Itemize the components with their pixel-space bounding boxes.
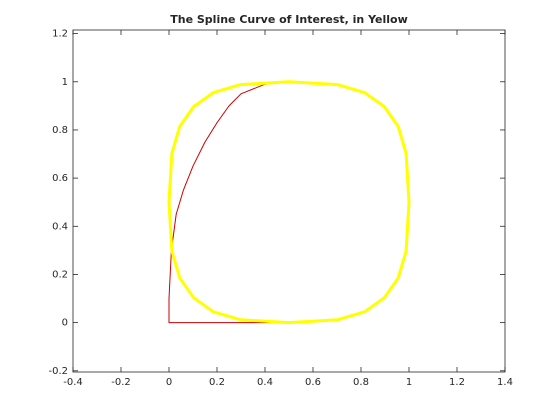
x-tick-label: 1: [406, 377, 412, 388]
x-tick-label: 0.8: [353, 377, 369, 388]
chart-title: The Spline Curve of Interest, in Yellow: [170, 13, 408, 26]
x-tick-label: 0: [166, 377, 172, 388]
x-tick-label: -0.4: [63, 377, 83, 388]
curve: [167, 80, 411, 325]
y-tick-label: 0.8: [52, 125, 68, 136]
axes-box: [72, 29, 506, 373]
x-tick-label: 0.2: [209, 377, 225, 388]
x-tick-label: 1.2: [449, 377, 465, 388]
curve: [168, 81, 290, 324]
y-tick-label: 0.4: [52, 221, 68, 232]
y-tick-label: 0.6: [52, 173, 68, 184]
y-tick-label: 1.2: [52, 29, 68, 40]
x-tick-label: -0.2: [111, 377, 131, 388]
y-tick-label: 0: [62, 318, 68, 329]
x-tick-label: 0.4: [257, 377, 273, 388]
x-tick-label: 1.4: [497, 377, 513, 388]
y-tick-label: -0.2: [48, 366, 68, 377]
x-tick-label: 0.6: [305, 377, 321, 388]
y-tick-label: 0.2: [52, 269, 68, 280]
y-tick-label: 1: [62, 77, 68, 88]
